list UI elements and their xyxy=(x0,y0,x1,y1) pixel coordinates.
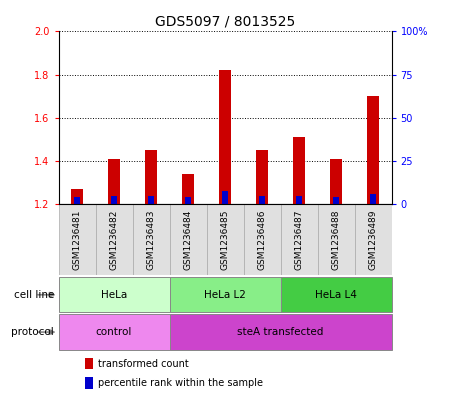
Bar xyxy=(170,314,392,350)
Bar xyxy=(185,197,191,204)
Text: cell line: cell line xyxy=(14,290,54,300)
Bar xyxy=(259,196,265,204)
Text: GSM1236483: GSM1236483 xyxy=(147,209,156,270)
Bar xyxy=(58,314,170,350)
Bar xyxy=(355,204,392,275)
Text: HeLa L2: HeLa L2 xyxy=(204,290,246,300)
Bar xyxy=(370,194,376,204)
Text: GSM1236485: GSM1236485 xyxy=(220,209,230,270)
Bar xyxy=(292,137,306,204)
Bar xyxy=(280,204,318,275)
Bar xyxy=(71,189,84,204)
Text: percentile rank within the sample: percentile rank within the sample xyxy=(99,378,263,388)
Bar xyxy=(329,159,342,204)
Bar xyxy=(58,204,95,275)
Text: transformed count: transformed count xyxy=(99,358,189,369)
Bar xyxy=(170,277,280,312)
Bar xyxy=(148,196,154,204)
Bar xyxy=(58,277,170,312)
Text: GSM1236484: GSM1236484 xyxy=(184,209,193,270)
Text: GSM1236488: GSM1236488 xyxy=(332,209,341,270)
Bar xyxy=(132,204,170,275)
Text: protocol: protocol xyxy=(11,327,54,337)
Bar xyxy=(243,204,280,275)
Text: HeLa L4: HeLa L4 xyxy=(315,290,357,300)
Bar xyxy=(108,159,121,204)
Bar xyxy=(85,377,94,389)
Bar xyxy=(85,358,94,369)
Bar xyxy=(296,196,302,204)
Text: steA transfected: steA transfected xyxy=(237,327,324,337)
Bar xyxy=(318,204,355,275)
Bar xyxy=(74,197,80,204)
Bar xyxy=(280,277,392,312)
Text: GSM1236487: GSM1236487 xyxy=(294,209,303,270)
Bar xyxy=(207,204,243,275)
Bar xyxy=(95,204,132,275)
Text: GSM1236482: GSM1236482 xyxy=(109,209,118,270)
Bar xyxy=(111,196,117,204)
Title: GDS5097 / 8013525: GDS5097 / 8013525 xyxy=(155,15,295,29)
Text: GSM1236486: GSM1236486 xyxy=(257,209,266,270)
Text: control: control xyxy=(96,327,132,337)
Bar xyxy=(181,174,194,204)
Text: GSM1236489: GSM1236489 xyxy=(369,209,378,270)
Bar xyxy=(219,70,231,204)
Text: GSM1236481: GSM1236481 xyxy=(72,209,81,270)
Bar xyxy=(333,197,339,204)
Bar xyxy=(170,204,207,275)
Bar xyxy=(256,150,269,204)
Bar xyxy=(222,191,228,204)
Bar xyxy=(144,150,158,204)
Bar xyxy=(367,96,379,204)
Text: HeLa: HeLa xyxy=(101,290,127,300)
